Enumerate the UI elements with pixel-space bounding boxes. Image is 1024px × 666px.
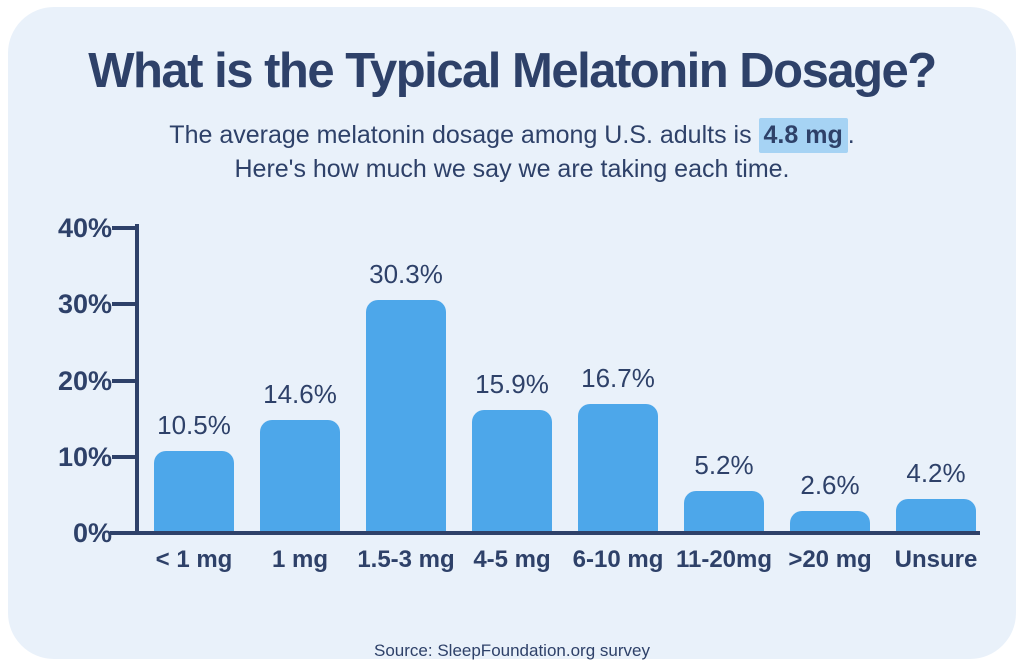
x-axis-line [110, 531, 980, 535]
bar-column: 30.3% [366, 259, 446, 531]
subtitle-text-suffix: . [847, 121, 855, 149]
subtitle-line-1: The average melatonin dosage among U.S. … [8, 118, 1016, 153]
source-caption: Source: SleepFoundation.org survey [374, 641, 650, 660]
bar-column: 10.5% [154, 410, 234, 531]
bar-column: 14.6% [260, 379, 340, 531]
x-label-cell: 4-5 mg [472, 546, 552, 574]
x-axis-label: 6-10 mg [572, 546, 664, 573]
x-label-cell: Unsure [894, 546, 978, 574]
bar-column: 4.2% [896, 458, 976, 531]
page-title: What is the Typical Melatonin Dosage? [88, 44, 937, 98]
bar [578, 404, 658, 531]
bar [366, 300, 446, 531]
bar-value-label: 30.3% [369, 259, 443, 289]
chart-subtitle: The average melatonin dosage among U.S. … [8, 118, 1016, 186]
x-axis-label: 11-20mg [675, 546, 773, 573]
x-label-cell: 11-20mg [676, 546, 772, 574]
bar-column: 5.2% [684, 450, 764, 531]
y-tick-mark [112, 454, 137, 459]
y-axis-tick-label: 30% [57, 289, 112, 320]
x-axis-label: < 1 mg [155, 546, 233, 573]
x-label-cell: 1 mg [260, 546, 340, 574]
bar-column: 2.6% [790, 470, 870, 531]
y-tick-mark [112, 378, 137, 383]
subtitle-text-prefix: The average melatonin dosage among U.S. … [169, 121, 759, 149]
bar [896, 499, 976, 531]
bar [684, 491, 764, 531]
bar-value-label: 4.2% [906, 458, 966, 488]
x-axis-label: >20 mg [788, 546, 872, 573]
bar [260, 420, 340, 531]
x-axis-labels: < 1 mg 1 mg 1.5-3 mg 4-5 mg 6-10 mg 11-20mg >2… [154, 546, 978, 574]
bar-value-label: 15.9% [475, 369, 549, 399]
x-axis-label: 4-5 mg [473, 546, 551, 573]
x-axis-label: 1.5-3 mg [357, 546, 455, 573]
bar-value-label: 16.7% [581, 363, 655, 393]
y-axis-tick-label: 10% [57, 441, 112, 472]
subtitle-highlight-value: 4.8 mg [758, 118, 848, 153]
bar-value-label: 14.6% [263, 379, 337, 409]
bar-value-label: 2.6% [800, 470, 860, 500]
y-axis-line [135, 224, 139, 535]
y-axis-tick-label: 0% [72, 518, 112, 548]
x-label-cell: >20 mg [788, 546, 872, 574]
bar [790, 511, 870, 531]
bars-container: 10.5% 14.6% 30.3% 15.9% 16.7% 5.2% 2.6% 4.2% [154, 226, 976, 531]
bar-value-label: 5.2% [694, 450, 754, 480]
y-axis-tick-label: 20% [57, 365, 112, 396]
y-axis-tick-label: 40% [57, 213, 112, 243]
infographic-card: What is the Typical Melatonin Dosage? Th… [8, 7, 1016, 660]
y-tick-mark [112, 302, 137, 307]
x-axis-label: Unsure [894, 546, 978, 573]
bar-chart: 40% 30% 20% 10% 0% 10.5% 14.6% 30.3% 15.9% 16.7%… [8, 7, 1016, 659]
x-label-cell: < 1 mg [154, 546, 234, 574]
x-axis-label: 1 mg [271, 546, 328, 573]
x-label-cell: 6-10 mg [573, 546, 664, 574]
bar-column: 15.9% [472, 369, 552, 531]
x-label-cell: 1.5-3 mg [357, 546, 454, 574]
bar [472, 410, 552, 531]
y-tick-mark [112, 226, 137, 230]
bar-column: 16.7% [578, 363, 658, 531]
bar [154, 451, 234, 531]
bar-value-label: 10.5% [157, 410, 231, 440]
subtitle-line-2: Here's how much we say we are taking eac… [234, 155, 790, 183]
